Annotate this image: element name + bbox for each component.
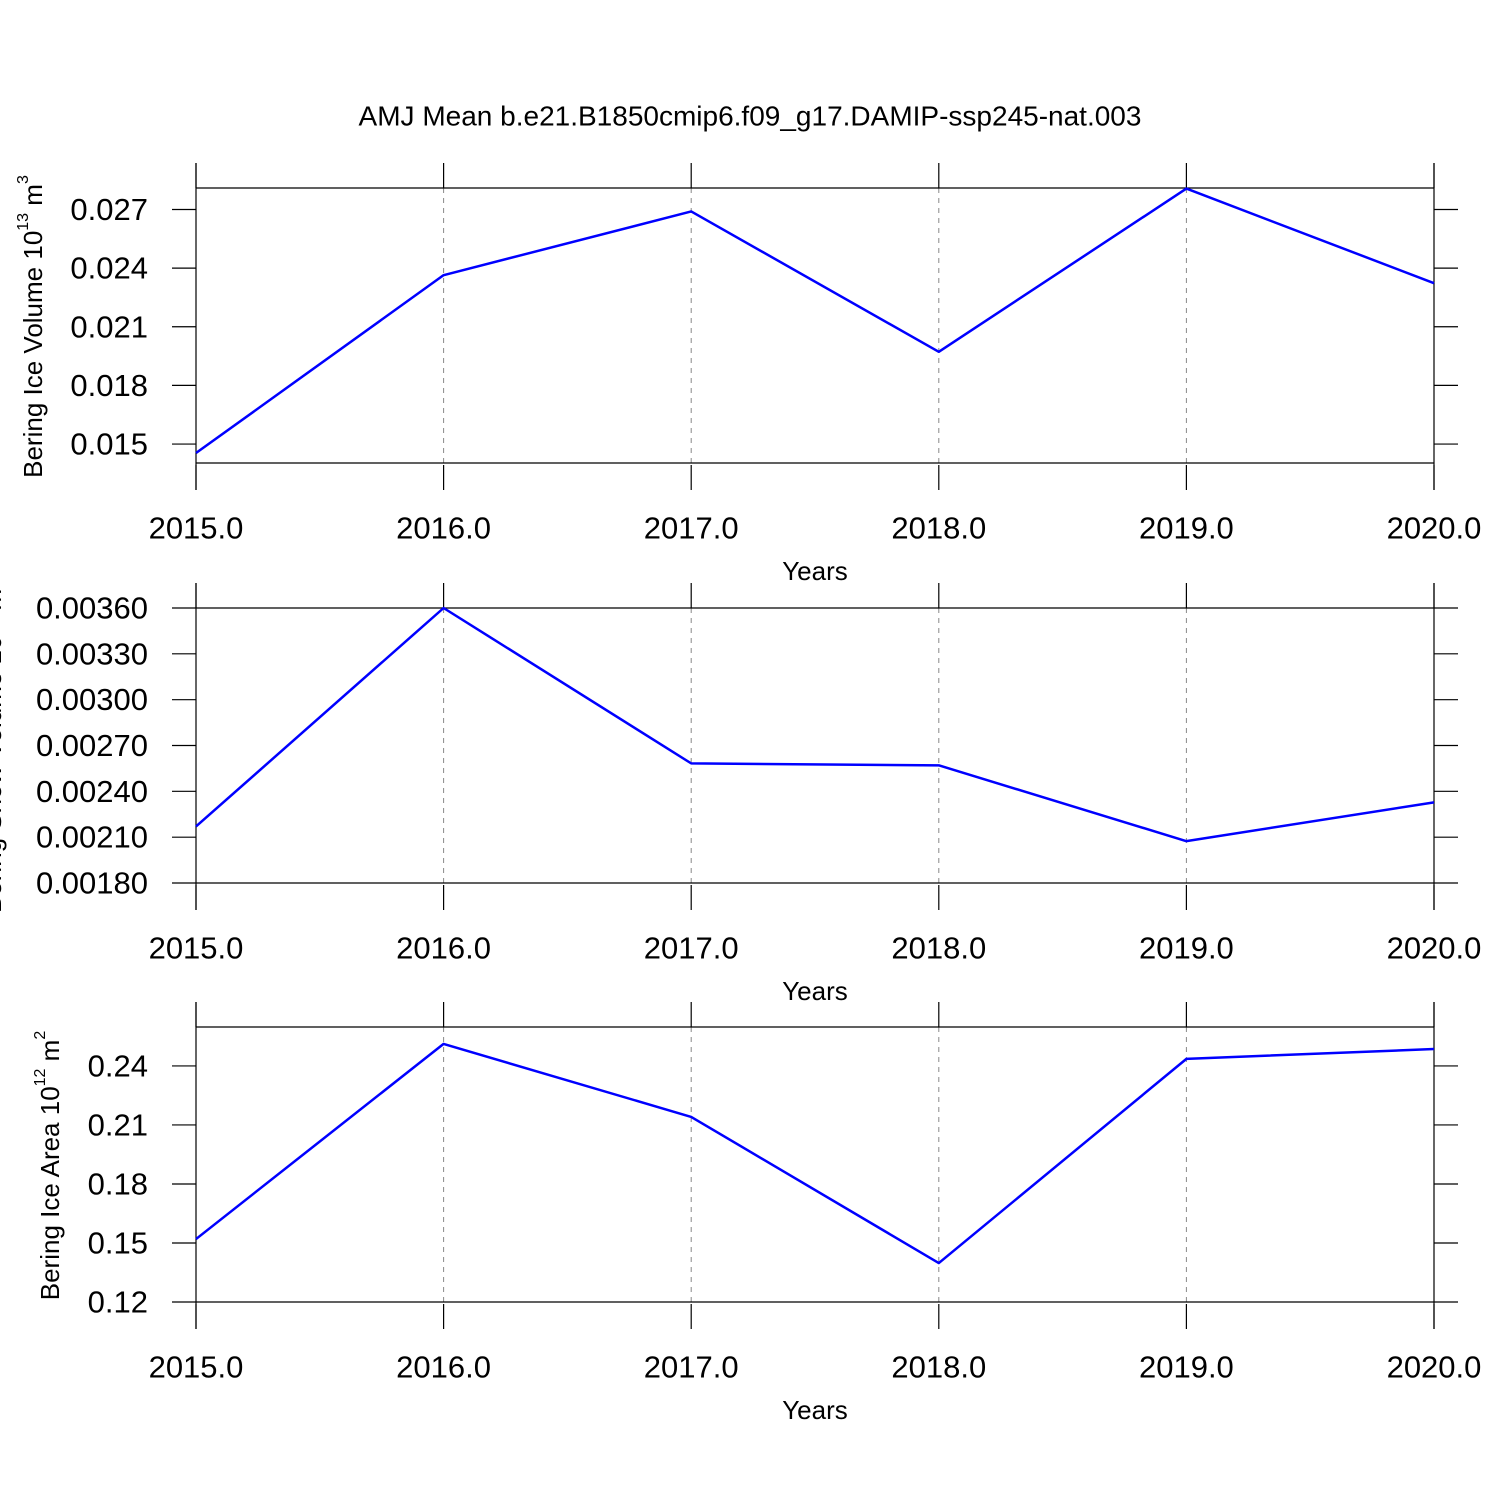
y-axis-title-superscript: 2	[32, 1031, 49, 1040]
y-tick-label: 0.00360	[36, 591, 148, 626]
y-tick-label: 0.15	[88, 1225, 148, 1260]
x-tick-label: 2018.0	[891, 511, 986, 546]
y-tick-label: 0.015	[70, 427, 148, 462]
y-tick-label: 0.00240	[36, 774, 148, 809]
y-tick-label: 0.21	[88, 1107, 148, 1142]
chart-title: AMJ Mean b.e21.B1850cmip6.f09_g17.DAMIP-…	[359, 101, 1142, 132]
y-tick-label: 0.024	[70, 251, 148, 286]
y-tick-label: 0.24	[88, 1048, 148, 1083]
x-tick-label: 2015.0	[149, 1350, 244, 1385]
y-tick-label: 0.00270	[36, 728, 148, 763]
x-tick-label: 2019.0	[1139, 931, 1234, 966]
y-axis-title-part: Bering Snow Volume 10	[0, 636, 7, 914]
x-tick-label: 2016.0	[396, 511, 491, 546]
y-tick-label: 0.00330	[36, 636, 148, 671]
x-tick-label: 2020.0	[1387, 511, 1482, 546]
data-line	[195, 187, 1435, 455]
y-axis-title-part: m	[35, 1040, 65, 1069]
x-tick-label: 2017.0	[644, 511, 739, 546]
x-tick-label: 2016.0	[396, 1350, 491, 1385]
y-tick-label: 0.027	[70, 192, 148, 227]
y-axis-title-superscript: 13	[15, 213, 32, 231]
x-tick-label: 2015.0	[149, 511, 244, 546]
y-axis-title-superscript: 12	[32, 1068, 49, 1086]
y-tick-label: 0.021	[70, 309, 148, 344]
y-axis-title-superscript: 3	[15, 175, 32, 184]
y-axis-title: Bering Ice Area 1012 m2	[32, 1031, 66, 1301]
data-line	[195, 606, 1435, 843]
x-tick-label: 2020.0	[1387, 1350, 1482, 1385]
y-tick-label: 0.00300	[36, 682, 148, 717]
x-axis-title: Years	[782, 1395, 848, 1425]
x-tick-label: 2018.0	[891, 1350, 986, 1385]
y-tick-label: 0.00180	[36, 866, 148, 901]
x-axis-title: Years	[782, 976, 848, 1006]
x-axis-title: Years	[782, 556, 848, 586]
y-axis-title: Bering Ice Volume 1013 m3	[15, 175, 49, 478]
y-tick-label: 0.18	[88, 1166, 148, 1201]
y-axis-title-part: Bering Ice Area 10	[35, 1086, 65, 1300]
x-tick-label: 2018.0	[891, 931, 986, 966]
x-tick-label: 2019.0	[1139, 511, 1234, 546]
y-tick-label: 0.12	[88, 1285, 148, 1320]
y-axis-title: Bering Snow Volume 1013 m3	[0, 580, 7, 913]
x-tick-label: 2020.0	[1387, 931, 1482, 966]
x-tick-label: 2019.0	[1139, 1350, 1234, 1385]
x-tick-label: 2017.0	[644, 931, 739, 966]
y-axis-title-part: Bering Ice Volume 10	[18, 231, 48, 478]
y-axis-title-part: m	[18, 184, 48, 213]
x-tick-label: 2017.0	[644, 1350, 739, 1385]
y-axis-title-part: m	[0, 589, 7, 618]
x-tick-label: 2016.0	[396, 931, 491, 966]
data-line	[195, 1042, 1435, 1265]
y-tick-label: 0.018	[70, 368, 148, 403]
y-tick-label: 0.00210	[36, 820, 148, 855]
x-tick-label: 2015.0	[149, 931, 244, 966]
